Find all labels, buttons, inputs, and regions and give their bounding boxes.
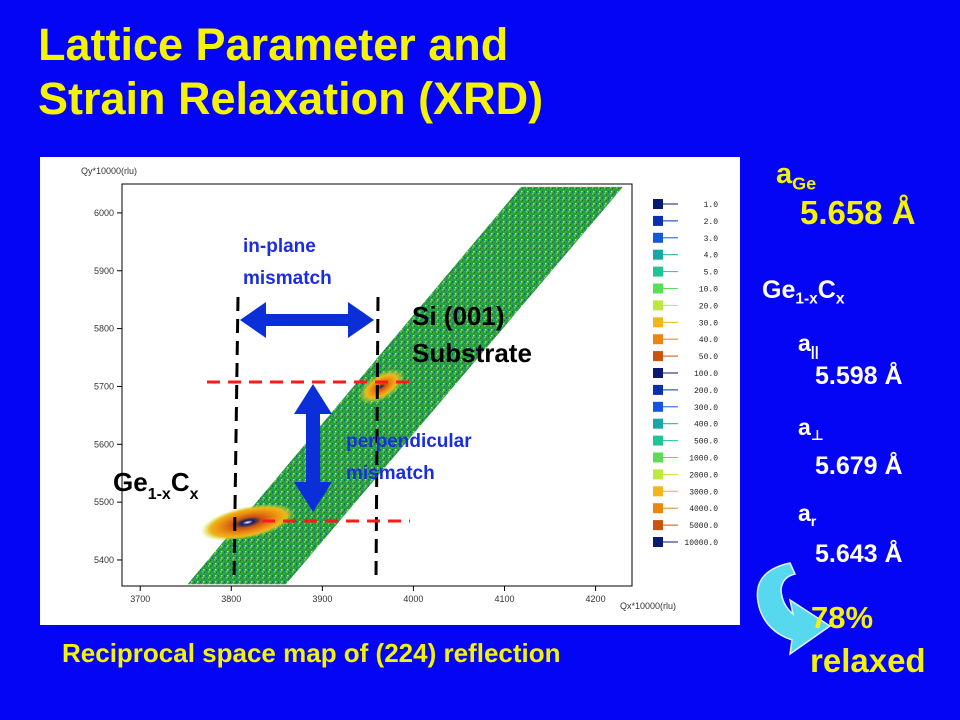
y-tick-label: 5800 bbox=[94, 324, 114, 334]
legend-label: 5000.0 bbox=[689, 522, 718, 531]
legend-swatch bbox=[653, 283, 663, 294]
legend-label: 50.0 bbox=[699, 353, 718, 362]
legend-label: 3.0 bbox=[704, 235, 719, 244]
y-tick-label: 5400 bbox=[94, 555, 114, 565]
x-tick-label: 3800 bbox=[221, 594, 241, 604]
legend-swatch bbox=[653, 384, 663, 395]
legend-label: 400.0 bbox=[694, 421, 718, 430]
legend-swatch bbox=[653, 334, 663, 345]
legend-swatch bbox=[653, 469, 663, 480]
legend-swatch bbox=[653, 317, 663, 328]
legend-label: 4000.0 bbox=[689, 505, 718, 514]
x-tick-group: 3700 3800 3900 4000 4100 4200 bbox=[130, 586, 606, 604]
page-title: Lattice Parameter and Strain Relaxation … bbox=[38, 18, 543, 126]
plot-frame bbox=[121, 183, 633, 587]
relaxed-percent: 78% bbox=[811, 600, 874, 635]
legend-label: 30.0 bbox=[699, 319, 718, 328]
y-tick-label: 5900 bbox=[94, 266, 114, 276]
legend-swatch bbox=[653, 232, 663, 243]
legend-label: 2.0 bbox=[704, 218, 719, 227]
x-tick-label: 4200 bbox=[586, 594, 606, 604]
legend-swatch bbox=[653, 368, 663, 378]
legend-label: 4.0 bbox=[704, 252, 719, 261]
a-r-label: ar bbox=[798, 500, 817, 530]
legend-label: 100.0 bbox=[694, 370, 718, 379]
a-ge-label: aGe bbox=[776, 158, 817, 194]
y-tick-label: 5700 bbox=[94, 381, 114, 391]
legend-swatch bbox=[653, 215, 663, 226]
legend-swatch bbox=[653, 418, 663, 429]
legend-label: 200.0 bbox=[694, 387, 718, 396]
figure-caption: Reciprocal space map of (224) reflection bbox=[62, 638, 561, 668]
gec-layer-peak bbox=[200, 503, 295, 541]
a-parallel-label: a|| bbox=[798, 330, 819, 360]
legend-swatch bbox=[653, 537, 663, 547]
intensity-legend: 1.0 2.0 3.0 4.0 5.0 10.0 20.0 30.0 40.0 50.0 100.0… bbox=[653, 199, 718, 548]
legend-label: 40.0 bbox=[699, 336, 718, 345]
x-tick-label: 3700 bbox=[130, 594, 150, 604]
legend-swatch bbox=[653, 199, 663, 209]
title-line-2: Strain Relaxation (XRD) bbox=[38, 73, 544, 124]
legend-label: 2000.0 bbox=[689, 471, 718, 480]
a-perp-value: 5.679 Å bbox=[815, 452, 903, 480]
x-tick-label: 4000 bbox=[403, 594, 423, 604]
legend-swatch bbox=[653, 351, 663, 362]
a-ge-value: 5.658 Å bbox=[800, 194, 916, 231]
legend-label: 1000.0 bbox=[689, 455, 718, 464]
legend-swatch bbox=[653, 300, 663, 311]
legend-swatch bbox=[653, 435, 663, 446]
y-axis-label: Qy*10000(rlu) bbox=[81, 166, 137, 176]
y-tick-group: 5400 5500 5600 5700 5800 5900 6000 bbox=[94, 208, 122, 565]
reciprocal-space-map: Qy*10000(rlu) Qx*10000(rlu) 3700 3800 3900… bbox=[40, 157, 740, 625]
y-tick-label: 5500 bbox=[94, 497, 114, 507]
y-tick-label: 5600 bbox=[94, 439, 114, 449]
relaxed-word: relaxed bbox=[810, 642, 926, 679]
si-substrate-peak bbox=[358, 368, 405, 405]
legend-label: 500.0 bbox=[694, 438, 718, 447]
alloy-label: Ge1-xCx bbox=[762, 276, 845, 308]
x-tick-label: 4100 bbox=[494, 594, 514, 604]
legend-label: 20.0 bbox=[699, 302, 718, 311]
legend-label: 10.0 bbox=[699, 286, 718, 295]
legend-label: 3000.0 bbox=[689, 488, 718, 497]
legend-label: 300.0 bbox=[694, 404, 718, 413]
legend-label: 10000.0 bbox=[684, 539, 718, 548]
x-axis-label: Qx*10000(rlu) bbox=[620, 601, 676, 611]
legend-swatch bbox=[653, 503, 663, 514]
legend-label: 5.0 bbox=[704, 269, 719, 278]
legend-swatch bbox=[653, 266, 663, 277]
a-parallel-value: 5.598 Å bbox=[815, 362, 903, 390]
legend-swatch bbox=[653, 452, 663, 463]
legend-label: 1.0 bbox=[704, 201, 719, 210]
a-r-value: 5.643 Å bbox=[815, 540, 903, 568]
legend-swatch bbox=[653, 486, 663, 497]
x-tick-label: 3900 bbox=[312, 594, 332, 604]
a-perp-label: a⊥ bbox=[798, 414, 824, 444]
legend-swatch bbox=[653, 520, 663, 531]
legend-swatch bbox=[653, 249, 663, 260]
legend-swatch bbox=[653, 401, 663, 412]
title-line-1: Lattice Parameter and bbox=[38, 19, 509, 70]
y-tick-label: 6000 bbox=[94, 208, 114, 218]
